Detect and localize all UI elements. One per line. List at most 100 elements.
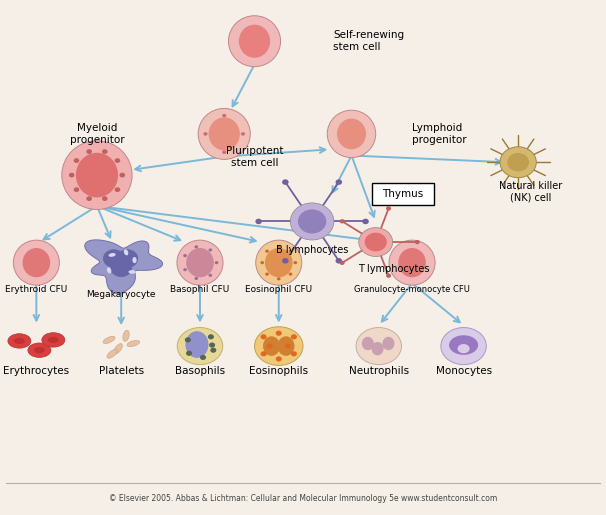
- Circle shape: [293, 261, 297, 264]
- Circle shape: [507, 153, 529, 171]
- Ellipse shape: [108, 253, 116, 257]
- Circle shape: [386, 273, 391, 278]
- Text: Neutrophils: Neutrophils: [348, 366, 409, 376]
- Circle shape: [204, 132, 207, 135]
- Circle shape: [241, 132, 245, 135]
- Ellipse shape: [13, 240, 59, 285]
- Circle shape: [500, 147, 536, 178]
- Ellipse shape: [128, 270, 136, 274]
- Circle shape: [195, 277, 198, 280]
- Ellipse shape: [62, 141, 132, 210]
- Ellipse shape: [22, 248, 50, 277]
- Ellipse shape: [34, 347, 45, 353]
- Ellipse shape: [42, 333, 65, 347]
- Circle shape: [200, 355, 206, 360]
- Circle shape: [261, 334, 267, 339]
- Circle shape: [255, 219, 262, 224]
- Text: Erythroid CFU: Erythroid CFU: [5, 285, 67, 295]
- Circle shape: [115, 187, 120, 192]
- Circle shape: [103, 249, 125, 268]
- Ellipse shape: [265, 248, 293, 277]
- Circle shape: [339, 261, 345, 265]
- Circle shape: [298, 210, 326, 233]
- Polygon shape: [85, 240, 162, 294]
- Circle shape: [261, 261, 264, 264]
- Circle shape: [208, 248, 212, 251]
- Circle shape: [291, 351, 297, 356]
- Ellipse shape: [356, 328, 402, 365]
- Ellipse shape: [178, 328, 223, 365]
- Ellipse shape: [263, 336, 280, 356]
- Circle shape: [209, 342, 215, 348]
- Circle shape: [359, 228, 393, 256]
- Circle shape: [265, 272, 269, 276]
- Ellipse shape: [107, 349, 118, 358]
- Ellipse shape: [186, 248, 214, 277]
- Text: Eosinophil CFU: Eosinophil CFU: [245, 285, 312, 295]
- Circle shape: [282, 258, 288, 264]
- Text: Natural killer
(NK) cell: Natural killer (NK) cell: [499, 181, 562, 203]
- Text: Platelets: Platelets: [99, 366, 144, 376]
- Ellipse shape: [177, 240, 223, 285]
- Ellipse shape: [337, 118, 366, 149]
- Circle shape: [339, 219, 345, 224]
- Text: Myeloid
progenitor: Myeloid progenitor: [70, 123, 124, 145]
- Circle shape: [119, 173, 125, 178]
- Circle shape: [222, 150, 226, 154]
- Text: Pluripotent
stem cell: Pluripotent stem cell: [226, 146, 283, 168]
- Circle shape: [102, 149, 108, 154]
- Circle shape: [185, 337, 191, 342]
- Circle shape: [282, 179, 288, 185]
- Ellipse shape: [256, 240, 302, 285]
- Circle shape: [208, 334, 214, 339]
- Ellipse shape: [14, 338, 25, 344]
- Ellipse shape: [449, 335, 478, 355]
- Ellipse shape: [398, 248, 426, 277]
- Text: Granulocyte-monocyte CFU: Granulocyte-monocyte CFU: [354, 285, 470, 295]
- Circle shape: [261, 351, 267, 356]
- Circle shape: [183, 268, 187, 271]
- Circle shape: [288, 250, 292, 253]
- Circle shape: [222, 114, 226, 117]
- Ellipse shape: [371, 342, 384, 355]
- Circle shape: [186, 351, 192, 356]
- Circle shape: [290, 203, 334, 240]
- Circle shape: [276, 331, 282, 336]
- Ellipse shape: [382, 337, 395, 350]
- Circle shape: [267, 344, 273, 349]
- Ellipse shape: [123, 330, 129, 341]
- Ellipse shape: [239, 25, 270, 58]
- Ellipse shape: [107, 267, 112, 273]
- Ellipse shape: [278, 336, 295, 356]
- Circle shape: [115, 158, 120, 163]
- Text: Basophil CFU: Basophil CFU: [170, 285, 230, 295]
- Circle shape: [110, 259, 132, 277]
- Circle shape: [276, 356, 282, 362]
- Text: T lymphocytes: T lymphocytes: [358, 264, 430, 274]
- FancyBboxPatch shape: [372, 183, 434, 205]
- Ellipse shape: [208, 117, 240, 150]
- Text: Megakaryocyte: Megakaryocyte: [87, 290, 156, 299]
- Ellipse shape: [255, 327, 303, 366]
- Ellipse shape: [389, 240, 435, 285]
- Ellipse shape: [132, 257, 137, 263]
- Ellipse shape: [114, 344, 122, 354]
- Ellipse shape: [124, 249, 128, 255]
- Circle shape: [195, 245, 198, 248]
- Ellipse shape: [327, 110, 376, 158]
- Circle shape: [386, 207, 391, 211]
- Ellipse shape: [228, 16, 281, 66]
- Ellipse shape: [362, 337, 374, 350]
- Circle shape: [362, 219, 369, 224]
- Ellipse shape: [185, 331, 208, 358]
- Circle shape: [86, 196, 92, 201]
- Ellipse shape: [76, 153, 118, 197]
- Text: © Elsevier 2005. Abbas & Lichtman: Cellular and Molecular Immunology 5e www.stud: © Elsevier 2005. Abbas & Lichtman: Cellu…: [109, 493, 497, 503]
- Text: Thymus: Thymus: [382, 189, 424, 199]
- Circle shape: [74, 158, 79, 163]
- Ellipse shape: [127, 340, 139, 347]
- Circle shape: [291, 334, 297, 339]
- Circle shape: [215, 261, 218, 264]
- Circle shape: [102, 196, 108, 201]
- Circle shape: [69, 173, 75, 178]
